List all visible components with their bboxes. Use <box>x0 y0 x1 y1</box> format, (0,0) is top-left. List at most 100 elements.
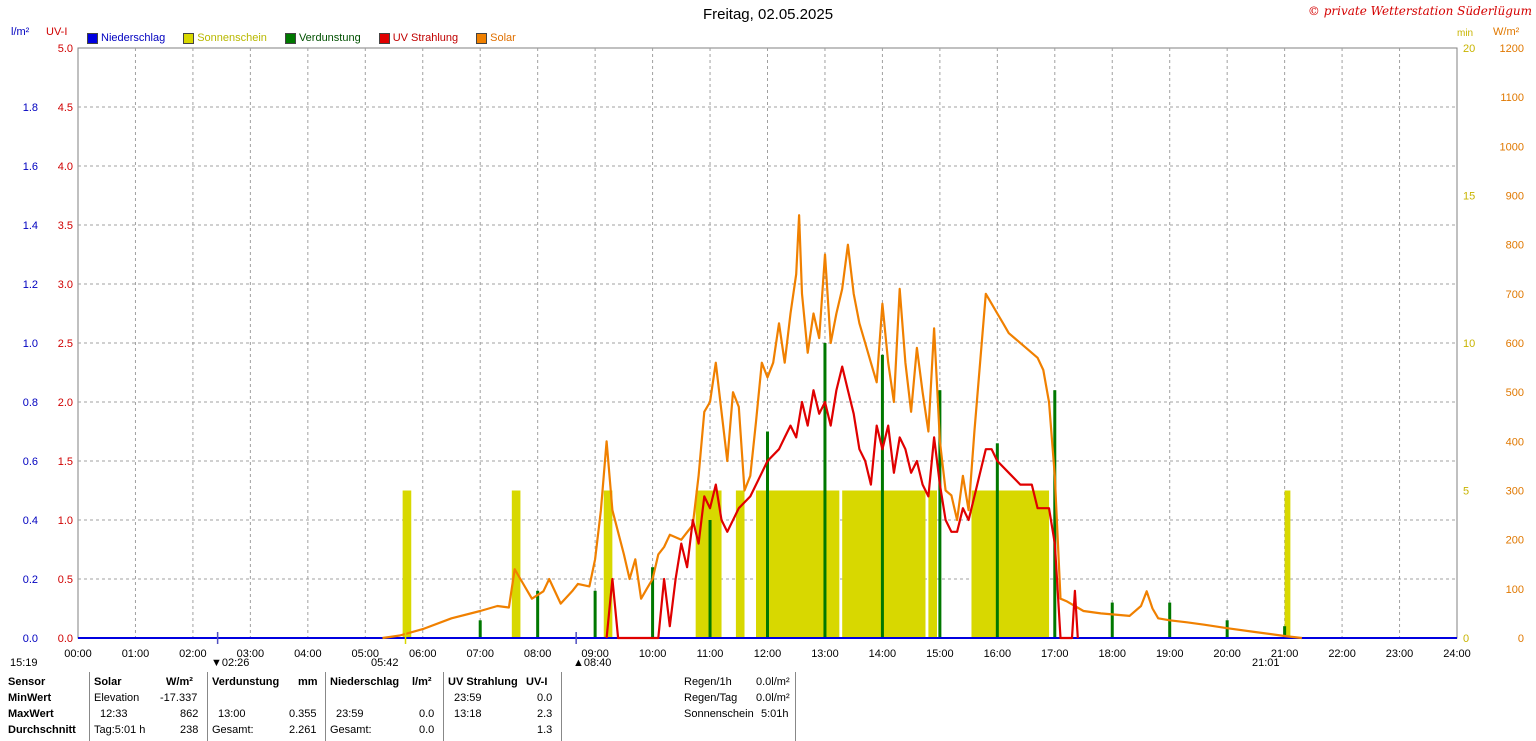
x-tick-label: 23:00 <box>1386 648 1414 660</box>
y-tick-solar: 300 <box>1506 486 1524 498</box>
solar-min-label: Elevation <box>94 692 140 704</box>
stats-table: Sensor MinWert MaxWert Durchschnitt Sola… <box>0 672 1536 741</box>
x-tick-label: 13:00 <box>811 648 839 660</box>
sunshine-bar <box>1284 490 1291 638</box>
x-tick-label: 01:00 <box>122 648 150 660</box>
table-divider <box>89 672 90 741</box>
axis-unit-sun: min <box>1457 28 1474 39</box>
x-tick-label: 16:00 <box>984 648 1012 660</box>
x-tick-label: 14:00 <box>869 648 897 660</box>
solar-max-value: 862 <box>180 708 199 720</box>
uv-min-value: 0.0 <box>537 692 553 704</box>
evaporation-bar <box>1053 390 1057 638</box>
axis-unit-rain: l/m² <box>11 26 30 38</box>
row-max: MaxWert <box>8 708 54 720</box>
uv-max-time: 13:18 <box>454 708 482 720</box>
solar-avg-label: Tag:5:01 h <box>94 724 146 736</box>
solar-series-line <box>382 214 1303 640</box>
solar-max-time: 12:33 <box>100 708 128 720</box>
y-tick-solar: 200 <box>1506 535 1524 547</box>
x-tick-label: 07:00 <box>466 648 494 660</box>
legend-item-sonnenschein: Sonnenschein <box>183 31 267 45</box>
chart-canvas: 00:00 01:00 02:00 03:00 04:00 05:00 06:00 07:00… <box>23 43 1524 660</box>
legend-swatch <box>183 32 195 44</box>
y-tick-rain: 1.4 <box>23 220 38 232</box>
legend-label: Verdunstung <box>298 32 361 44</box>
legend: Niederschlag Sonnenschein Verdunstung UV… <box>87 31 516 45</box>
uv-min-time: 23:59 <box>454 692 482 704</box>
solar-avg-value: 238 <box>180 724 199 736</box>
evaporation-bar <box>651 567 655 638</box>
x-tick-label: 11:00 <box>697 648 724 660</box>
y-tick-uv: 4.0 <box>58 161 73 173</box>
nied-header: Niederschlag <box>330 676 400 688</box>
x-tick-label: 00:00 <box>64 648 92 660</box>
marker-moonset-time: 02:26 <box>221 657 250 669</box>
verd-unit: mm <box>298 676 318 688</box>
evaporation-bar <box>708 520 712 638</box>
x-tick-label: 05:00 <box>352 648 380 660</box>
uv-header: UV Strahlung <box>448 676 518 688</box>
row-min: MinWert <box>8 692 52 704</box>
legend-item-uv: UV Strahlung <box>378 31 458 45</box>
x-tick-label: 22:00 <box>1328 648 1356 660</box>
y-tick-uv: 1.0 <box>58 515 73 527</box>
solar-min-value: -17.337 <box>160 692 198 704</box>
sunshine-bar <box>735 490 745 638</box>
verd-header: Verdunstung <box>212 676 280 688</box>
evaporation-bar <box>766 431 769 638</box>
evaporation-bar <box>536 590 540 638</box>
verd-avg-value: 2.261 <box>289 724 317 736</box>
uv-series-line <box>605 365 1079 640</box>
uv-max-value: 2.3 <box>537 708 553 720</box>
sunshine-bar <box>971 490 1050 638</box>
y-tick-uv: 3.5 <box>58 220 73 232</box>
y-tick-rain: 1.0 <box>23 338 38 350</box>
y-tick-solar: 1100 <box>1500 92 1524 104</box>
regen-h-value: 0.0l/m² <box>756 676 790 688</box>
y-tick-uv: 2.5 <box>58 338 73 350</box>
solar-unit: W/m² <box>166 676 193 688</box>
sonne-value: 5:01h <box>761 708 789 720</box>
axis-unit-uv: UV-I <box>46 26 68 38</box>
evaporation-bar <box>593 590 597 638</box>
x-tick-label: 09:00 <box>581 648 609 660</box>
y-tick-solar: 700 <box>1506 289 1524 301</box>
y-tick-rain: 1.8 <box>23 102 38 114</box>
y-tick-sun: 0 <box>1463 633 1469 645</box>
verd-max-time: 13:00 <box>218 708 246 720</box>
y-tick-uv: 3.0 <box>58 279 73 291</box>
y-tick-solar: 400 <box>1506 436 1524 448</box>
sonne-label: Sonnenschein <box>684 708 754 720</box>
x-tick-label: 24:00 <box>1443 648 1471 660</box>
y-tick-rain: 1.6 <box>23 161 38 173</box>
regen-tag-value: 0.0l/m² <box>756 692 790 704</box>
x-tick-label: 20:00 <box>1213 648 1241 660</box>
sunshine-bar <box>402 490 412 638</box>
nied-avg-label: Gesamt: <box>330 724 372 736</box>
x-tick-label: 06:00 <box>409 648 437 660</box>
y-tick-solar: 800 <box>1506 240 1524 252</box>
legend-swatch <box>378 32 390 44</box>
evaporation-bar <box>995 443 999 638</box>
evaporation-bar <box>880 354 884 638</box>
y-tick-uv: 5.0 <box>58 43 73 55</box>
x-tick-label: 04:00 <box>294 648 322 660</box>
uv-unit: UV-I <box>526 676 548 688</box>
nied-unit: l/m² <box>412 676 432 688</box>
sensor-header: Sensor <box>8 676 46 688</box>
marker-transit: ▲08:40 <box>573 657 612 669</box>
nied-max-value: 0.0 <box>419 708 435 720</box>
y-tick-solar: 0 <box>1518 633 1524 645</box>
marker-transit-time: 08:40 <box>583 657 612 669</box>
nied-max-time: 23:59 <box>336 708 364 720</box>
table-divider <box>325 672 326 741</box>
y-tick-solar: 600 <box>1506 338 1524 350</box>
x-tick-label: 17:00 <box>1041 648 1069 660</box>
table-divider <box>795 672 796 741</box>
evaporation-bar <box>1110 602 1114 638</box>
y-tick-rain: 1.2 <box>23 279 38 291</box>
x-tick-label: 03:00 <box>237 648 265 660</box>
axis-unit-solar: W/m² <box>1493 26 1520 38</box>
copyright-label: © private Wetterstation Süderlügum <box>1307 4 1532 18</box>
